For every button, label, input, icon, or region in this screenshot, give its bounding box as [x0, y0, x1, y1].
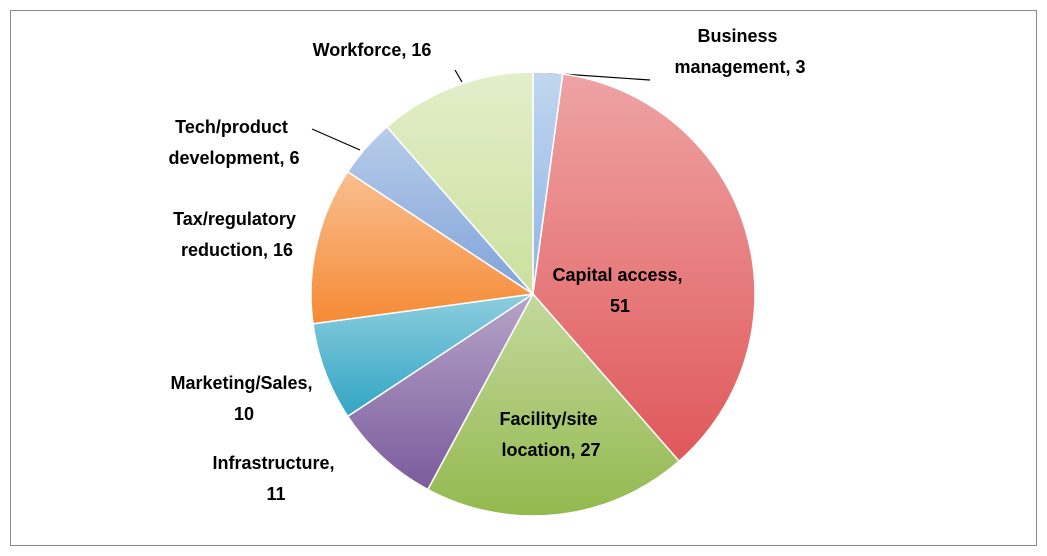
pie-slice: [385, 71, 534, 296]
pie-slice: [426, 292, 681, 517]
pie-slice: [310, 170, 536, 325]
data-label: Infrastructure, 11: [212, 453, 339, 504]
pie-slice: [312, 293, 534, 418]
data-label: Facility/site location, 27: [499, 409, 602, 460]
leader-line: [311, 128, 361, 151]
data-label: Tech/product development, 6: [168, 117, 299, 168]
pie-slice: [346, 293, 534, 491]
data-label: Workforce, 16: [313, 40, 432, 60]
pie-slice: [532, 73, 756, 463]
data-label: Tax/regulatory reduction, 16: [173, 209, 301, 260]
data-label: Business management, 3: [674, 26, 805, 77]
data-label: Capital access, 51: [552, 265, 687, 316]
leader-line: [454, 69, 463, 83]
data-label: Marketing/Sales, 10: [170, 373, 317, 424]
